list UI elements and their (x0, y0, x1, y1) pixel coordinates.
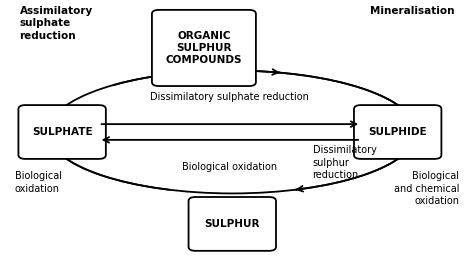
FancyBboxPatch shape (189, 197, 276, 251)
Text: Biological
and chemical
oxidation: Biological and chemical oxidation (393, 171, 459, 206)
FancyBboxPatch shape (18, 105, 106, 159)
Text: Dissimilatory sulphate reduction: Dissimilatory sulphate reduction (150, 92, 310, 102)
Text: Assimilatory
sulphate
reduction: Assimilatory sulphate reduction (19, 6, 93, 41)
Text: SULPHATE: SULPHATE (32, 127, 92, 137)
FancyBboxPatch shape (152, 10, 256, 86)
Text: Mineralisation: Mineralisation (370, 6, 455, 16)
Text: ORGANIC
SULPHUR
COMPOUNDS: ORGANIC SULPHUR COMPOUNDS (166, 31, 242, 65)
Text: Dissimilatory
sulphur
reduction: Dissimilatory sulphur reduction (313, 145, 376, 180)
Text: SULPHIDE: SULPHIDE (368, 127, 427, 137)
Text: Biological oxidation: Biological oxidation (182, 162, 277, 172)
Text: Biological
oxidation: Biological oxidation (15, 171, 62, 194)
Text: SULPHUR: SULPHUR (204, 219, 260, 229)
FancyBboxPatch shape (354, 105, 441, 159)
